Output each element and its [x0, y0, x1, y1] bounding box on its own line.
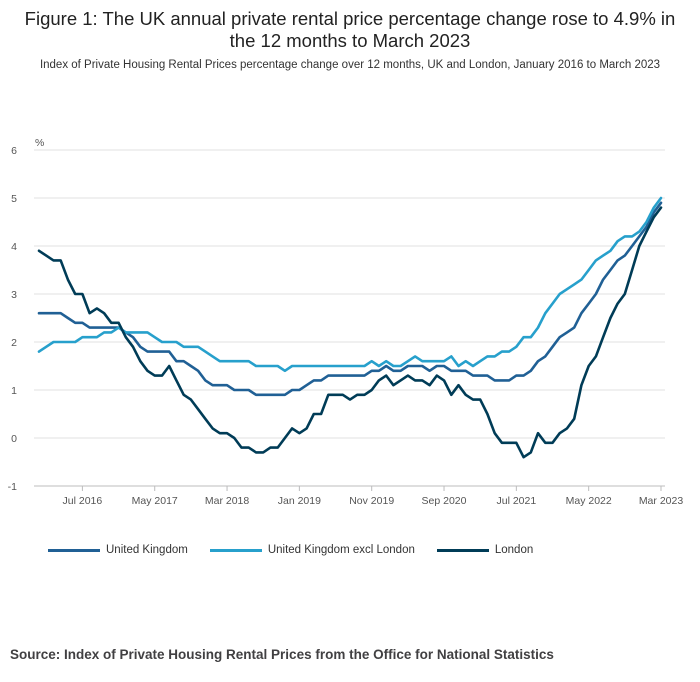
- legend-label: London: [495, 544, 533, 556]
- x-tick-label: Mar 2023: [639, 495, 684, 507]
- y-axis-unit: %: [35, 137, 44, 149]
- legend-swatch: [210, 549, 262, 552]
- x-tick-label: May 2022: [566, 495, 612, 507]
- source-note: Source: Index of Private Housing Rental …: [10, 647, 554, 662]
- legend-swatch: [437, 549, 489, 552]
- y-tick-label: 3: [11, 289, 17, 301]
- x-tick-label: Jan 2019: [278, 495, 321, 507]
- chart-subtitle: Index of Private Housing Rental Prices p…: [25, 58, 675, 72]
- series-lines: [39, 198, 661, 457]
- y-axis: -1 0 1 2 3 4 5 6%: [8, 137, 45, 493]
- y-tick-label: 0: [11, 433, 17, 445]
- chart-title: Figure 1: The UK annual private rental p…: [20, 8, 680, 52]
- legend-item: United Kingdom: [48, 544, 188, 556]
- gridlines: [34, 150, 665, 486]
- x-tick-label: Mar 2018: [205, 495, 250, 507]
- line-chart: -1 0 1 2 3 4 5 6% Jul 2016 May 2017 Mar 2018 Jan 2…: [0, 130, 700, 510]
- y-tick-label: 5: [11, 193, 17, 205]
- y-tick-label: 4: [11, 241, 17, 253]
- y-tick-label: 2: [11, 337, 17, 349]
- y-tick-label: 1: [11, 385, 17, 397]
- legend-swatch: [48, 549, 100, 552]
- x-tick-label: May 2017: [132, 495, 178, 507]
- x-tick-label: Jul 2016: [63, 495, 103, 507]
- x-tick-label: Sep 2020: [422, 495, 467, 507]
- legend-label: United Kingdom excl London: [268, 544, 415, 556]
- y-tick-label: 6: [11, 145, 17, 157]
- legend-item: United Kingdom excl London: [210, 544, 415, 556]
- legend-item: London: [437, 544, 533, 556]
- x-tick-label: Jul 2021: [496, 495, 536, 507]
- legend: United Kingdom United Kingdom excl London…: [48, 542, 555, 558]
- y-tick-label: -1: [8, 481, 17, 493]
- x-tick-label: Nov 2019: [349, 495, 394, 507]
- x-axis: Jul 2016 May 2017 Mar 2018 Jan 2019 Nov 2019…: [34, 486, 683, 507]
- legend-label: United Kingdom: [106, 544, 188, 556]
